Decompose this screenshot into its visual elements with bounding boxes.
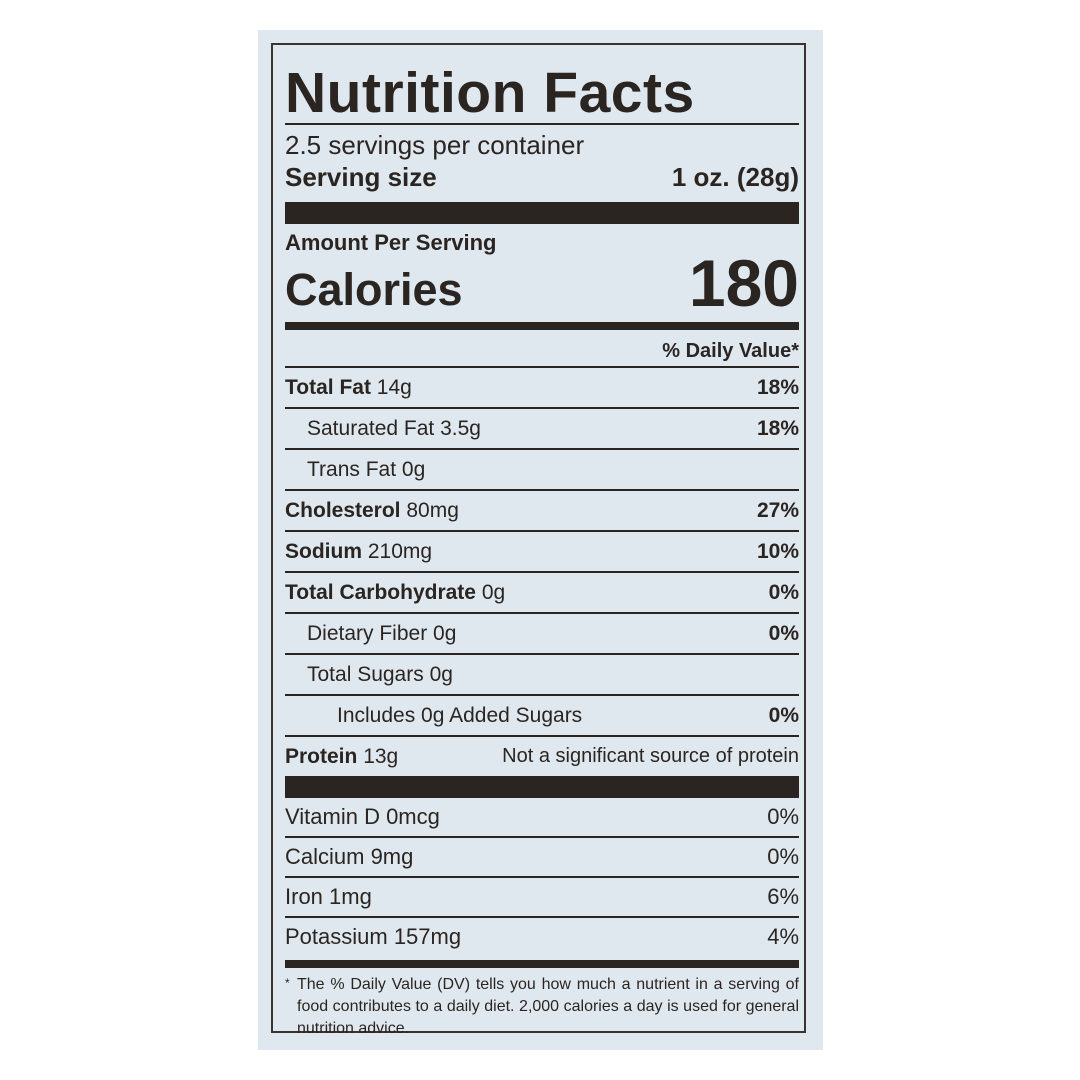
nutrient-row-total-sugars: Total Sugars 0g <box>285 653 799 694</box>
nutrient-row-dietary-fiber: Dietary Fiber 0g 0% <box>285 612 799 653</box>
vitamin-name: Vitamin D 0mcg <box>285 804 440 829</box>
nutrient-dv: 18% <box>756 416 799 440</box>
footnote-text: The % Daily Value (DV) tells you how muc… <box>297 976 799 1037</box>
vitamin-row-iron: Iron 1mg 6% <box>285 876 799 916</box>
nutrient-row-cholesterol: Cholesterol 80mg 27% <box>285 489 799 530</box>
daily-value-header: % Daily Value* <box>662 340 799 362</box>
calories-label: Calories <box>285 264 463 315</box>
vitamin-name: Potassium 157mg <box>285 924 462 949</box>
nutrient-name: Dietary Fiber <box>307 621 428 645</box>
thick-divider <box>285 202 799 224</box>
nutrient-dv: Not a significant source of protein <box>502 745 799 767</box>
nutrient-dv: 27% <box>756 498 799 522</box>
nutrient-name: Total Sugars <box>307 662 424 686</box>
vitamin-dv: 6% <box>767 884 799 909</box>
nutrient-amount: 13g <box>363 744 399 768</box>
nutrient-amount: 0g <box>401 457 426 481</box>
nutrient-name: Cholesterol <box>285 498 401 522</box>
calories-row: Calories 180 <box>285 246 799 320</box>
nutrient-name: Sodium <box>285 539 362 563</box>
nutrient-amount: 14g <box>376 375 412 399</box>
servings-per-container: 2.5 servings per container <box>285 130 585 160</box>
nutrient-name: Includes 0g Added Sugars <box>337 703 583 727</box>
vitamin-row-calcium: Calcium 9mg 0% <box>285 836 799 876</box>
nutrient-dv: 0% <box>768 703 799 727</box>
nutrient-row-saturated-fat: Saturated Fat 3.5g 18% <box>285 407 799 448</box>
nutrient-row-sodium: Sodium 210mg 10% <box>285 530 799 571</box>
vitamin-dv: 0% <box>767 804 799 829</box>
nutrition-facts-label: Nutrition Facts 2.5 servings per contain… <box>271 43 806 1037</box>
medium-divider <box>285 960 799 968</box>
serving-size: Serving size 1 oz. (28g) <box>285 159 799 202</box>
nutrient-row-trans-fat: Trans Fat 0g <box>285 448 799 489</box>
nutrient-amount: 80mg <box>406 498 459 522</box>
vitamin-dv: 4% <box>767 924 799 949</box>
vitamin-name: Iron 1mg <box>285 884 372 909</box>
nutrient-name: Saturated Fat <box>307 416 435 440</box>
label-background <box>258 30 823 1050</box>
nutrient-amount: 3.5g <box>440 416 481 440</box>
nutrient-dv: 0% <box>768 580 799 604</box>
divider <box>285 123 799 125</box>
nutrient-dv: 0% <box>768 621 799 645</box>
serving-size-value: 1 oz. (28g) <box>671 162 799 192</box>
vitamin-row-potassium: Potassium 157mg 4% <box>285 916 799 956</box>
calories-value: 180 <box>688 246 799 320</box>
nutrient-amount: 210mg <box>367 539 433 563</box>
nutrient-amount: 0g <box>481 580 506 604</box>
nutrient-dv: 10% <box>756 539 799 563</box>
medium-divider <box>285 322 799 330</box>
footnote: * The % Daily Value (DV) tells you how m… <box>285 974 799 1040</box>
nutrient-row-total-fat: Total Fat 14g 18% <box>285 366 799 407</box>
nutrient-name: Trans Fat <box>307 457 397 481</box>
vitamin-row-vitamin-d: Vitamin D 0mcg 0% <box>285 798 799 836</box>
nutrient-row-added-sugars: Includes 0g Added Sugars 0% <box>285 694 799 735</box>
serving-size-label: Serving size <box>285 162 437 192</box>
footnote-asterisk: * <box>285 976 290 990</box>
thick-divider <box>285 776 799 798</box>
label-title: Nutrition Facts <box>285 61 695 125</box>
nutrient-name: Total Carbohydrate <box>285 580 476 604</box>
nutrient-amount: 0g <box>433 621 457 645</box>
nutrient-name: Total Fat <box>285 375 371 399</box>
nutrient-amount: 0g <box>429 662 453 686</box>
nutrient-dv: 18% <box>756 375 799 399</box>
nutrient-row-protein: Protein 13g Not a significant source of p… <box>285 735 799 776</box>
nutrient-row-total-carbohydrate: Total Carbohydrate 0g 0% <box>285 571 799 612</box>
vitamin-dv: 0% <box>767 844 799 869</box>
amount-per-serving: Amount Per Serving <box>285 230 497 255</box>
nutrient-name: Protein <box>285 744 358 768</box>
vitamin-name: Calcium 9mg <box>285 844 414 869</box>
